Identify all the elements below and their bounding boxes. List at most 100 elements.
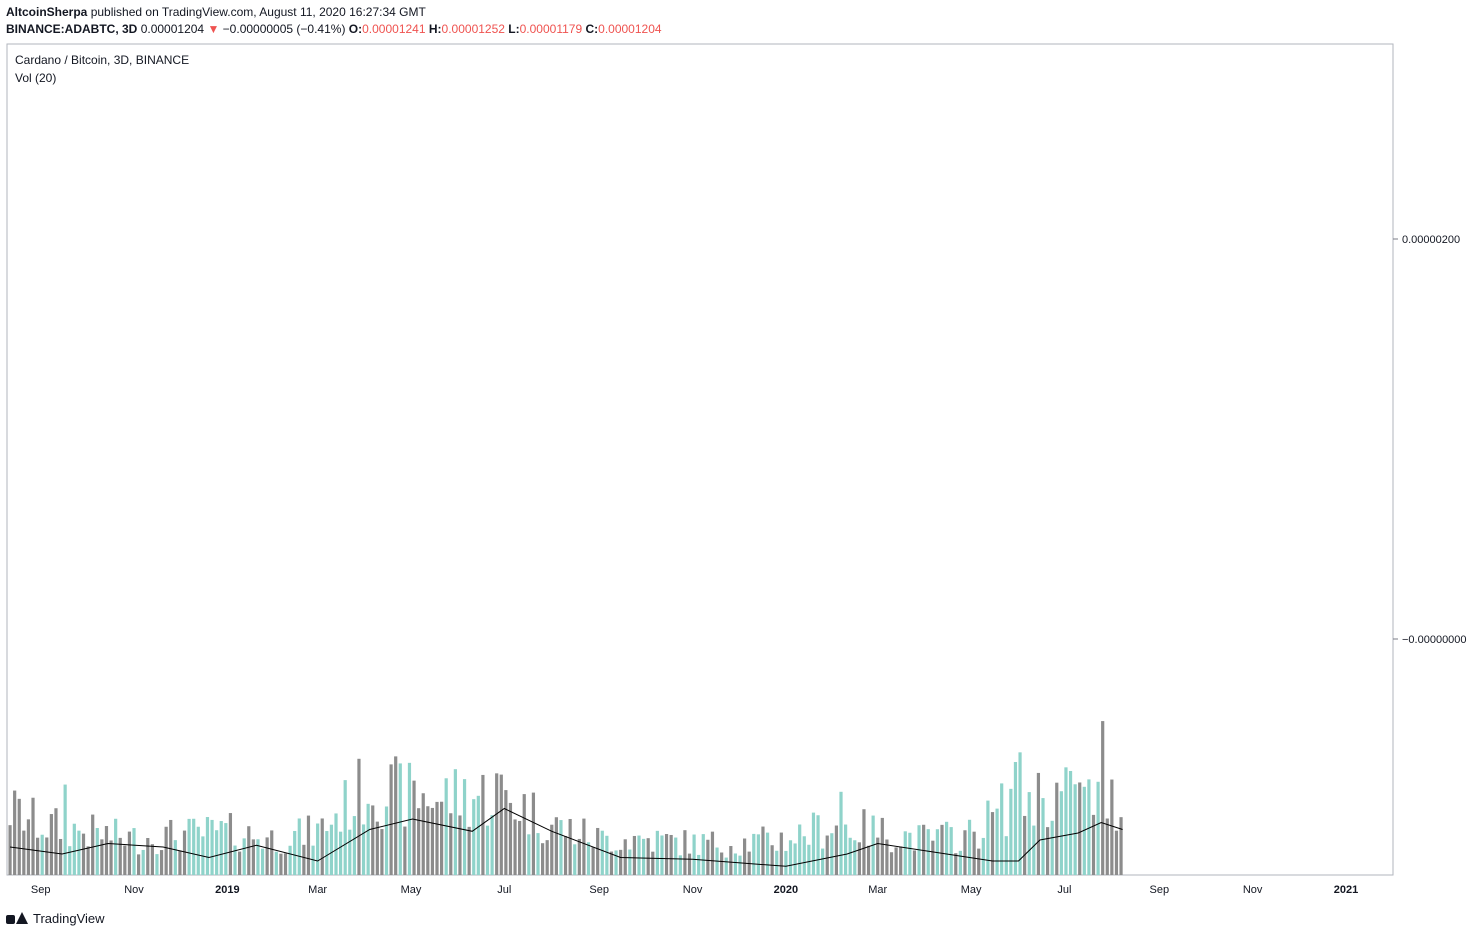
volume-bar — [49, 814, 53, 875]
volume-bar — [752, 833, 756, 875]
volume-bar — [568, 818, 572, 875]
volume-bar — [793, 843, 797, 875]
volume-bar — [164, 826, 168, 875]
volume-bar — [430, 807, 435, 875]
volume-bar — [609, 851, 614, 875]
volume-bar — [573, 844, 577, 875]
volume-bar — [242, 838, 246, 875]
volume-bar — [981, 837, 985, 875]
volume-bar — [141, 849, 145, 875]
volume-bar — [196, 826, 200, 875]
volume-bar — [669, 834, 673, 875]
volume-bar — [81, 833, 86, 875]
last-price: 0.00001204 — [140, 22, 205, 36]
volume-bar — [1078, 782, 1082, 875]
volume-bar — [899, 846, 903, 875]
volume-bar — [481, 774, 485, 875]
volume-bar — [784, 850, 788, 875]
volume-bar — [619, 849, 623, 875]
volume-bar — [1105, 818, 1109, 875]
volume-bar — [458, 815, 462, 875]
volume-bar — [224, 823, 228, 875]
price-chart[interactable]: Cardano / Bitcoin, 3D, BINANCE Vol (20) … — [0, 0, 1480, 905]
volume-bar — [922, 824, 926, 875]
down-arrow-icon: ▼ — [207, 22, 220, 36]
volume-bars — [8, 721, 1123, 875]
volume-bar — [834, 825, 839, 875]
volume-bar — [940, 824, 944, 875]
volume-label: Vol (20) — [15, 71, 56, 85]
volume-bar — [352, 816, 356, 875]
volume-bar — [1050, 820, 1054, 875]
volume-bar — [986, 800, 990, 875]
volume-bar — [563, 836, 568, 875]
volume-bar — [366, 803, 370, 875]
low-value: 0.00001179 — [519, 22, 583, 36]
price-axis[interactable]: 0.000028000.000026000.000024000.00002200… — [1393, 0, 1467, 646]
volume-bar — [329, 824, 334, 875]
price-tick-label: −0.00000000 — [1402, 634, 1467, 646]
volume-bar — [398, 763, 402, 875]
volume-bar — [270, 830, 274, 875]
volume-bar — [467, 826, 471, 875]
volume-bar — [821, 848, 825, 875]
volume-bar — [765, 832, 770, 875]
volume-bar — [651, 851, 655, 875]
volume-bar — [954, 853, 958, 875]
volume-bar — [724, 857, 728, 875]
volume-bar — [706, 839, 710, 875]
volume-bar — [678, 855, 682, 875]
volume-bar — [697, 854, 701, 875]
close-label: C: — [585, 22, 599, 36]
volume-bar — [306, 815, 311, 875]
volume-bar — [554, 817, 558, 875]
volume-bar — [1082, 786, 1086, 875]
volume-bar — [339, 831, 343, 875]
volume-bar — [389, 764, 393, 875]
volume-bar — [495, 773, 499, 875]
volume-bar — [462, 779, 467, 875]
volume-bar — [926, 829, 930, 875]
volume-bar — [54, 808, 58, 875]
open-value: 0.00001241 — [362, 22, 426, 36]
time-tick-label: Nov — [124, 884, 144, 896]
volume-bar — [1114, 830, 1119, 875]
volume-bar — [843, 824, 848, 875]
volume-bar — [586, 842, 591, 875]
volume-bar — [944, 821, 949, 875]
volume-bar — [1096, 781, 1100, 875]
volume-bar — [215, 830, 219, 875]
time-tick-label: 2019 — [215, 884, 239, 896]
footer-brand[interactable]: TradingView — [6, 911, 105, 926]
volume-bar — [912, 850, 917, 875]
time-axis[interactable]: Sep Nov 2019 Mar May Jul Sep Nov 2020 Mar May Jul Se… — [31, 884, 1358, 896]
time-tick-label: Nov — [683, 884, 703, 896]
volume-bar — [779, 832, 783, 875]
volume-bar — [26, 819, 31, 875]
volume-bar — [807, 844, 811, 875]
volume-bar — [205, 817, 210, 875]
volume-bar — [903, 831, 907, 875]
volume-bar — [228, 813, 233, 875]
volume-bar — [86, 846, 90, 875]
volume-bar — [169, 819, 173, 875]
volume-bar — [444, 778, 448, 875]
volume-bar — [380, 829, 384, 875]
volume-bar — [274, 851, 278, 875]
published-text: published on TradingView.com, August 11,… — [90, 5, 426, 19]
volume-bar — [384, 806, 389, 875]
time-tick-label: Mar — [868, 884, 887, 896]
volume-bar — [637, 835, 641, 875]
volume-bar — [738, 855, 742, 875]
volume-bar — [536, 833, 540, 875]
volume-bar — [357, 758, 361, 875]
volume-bar — [655, 830, 659, 875]
volume-bar — [885, 839, 889, 875]
chart-frame — [6, 43, 1394, 876]
volume-bar — [605, 835, 609, 875]
author-name[interactable]: AltcoinSherpa — [6, 5, 88, 19]
volume-bar — [848, 837, 852, 875]
volume-bar — [45, 837, 49, 875]
volume-bar — [1059, 791, 1063, 875]
volume-bar — [742, 838, 747, 875]
